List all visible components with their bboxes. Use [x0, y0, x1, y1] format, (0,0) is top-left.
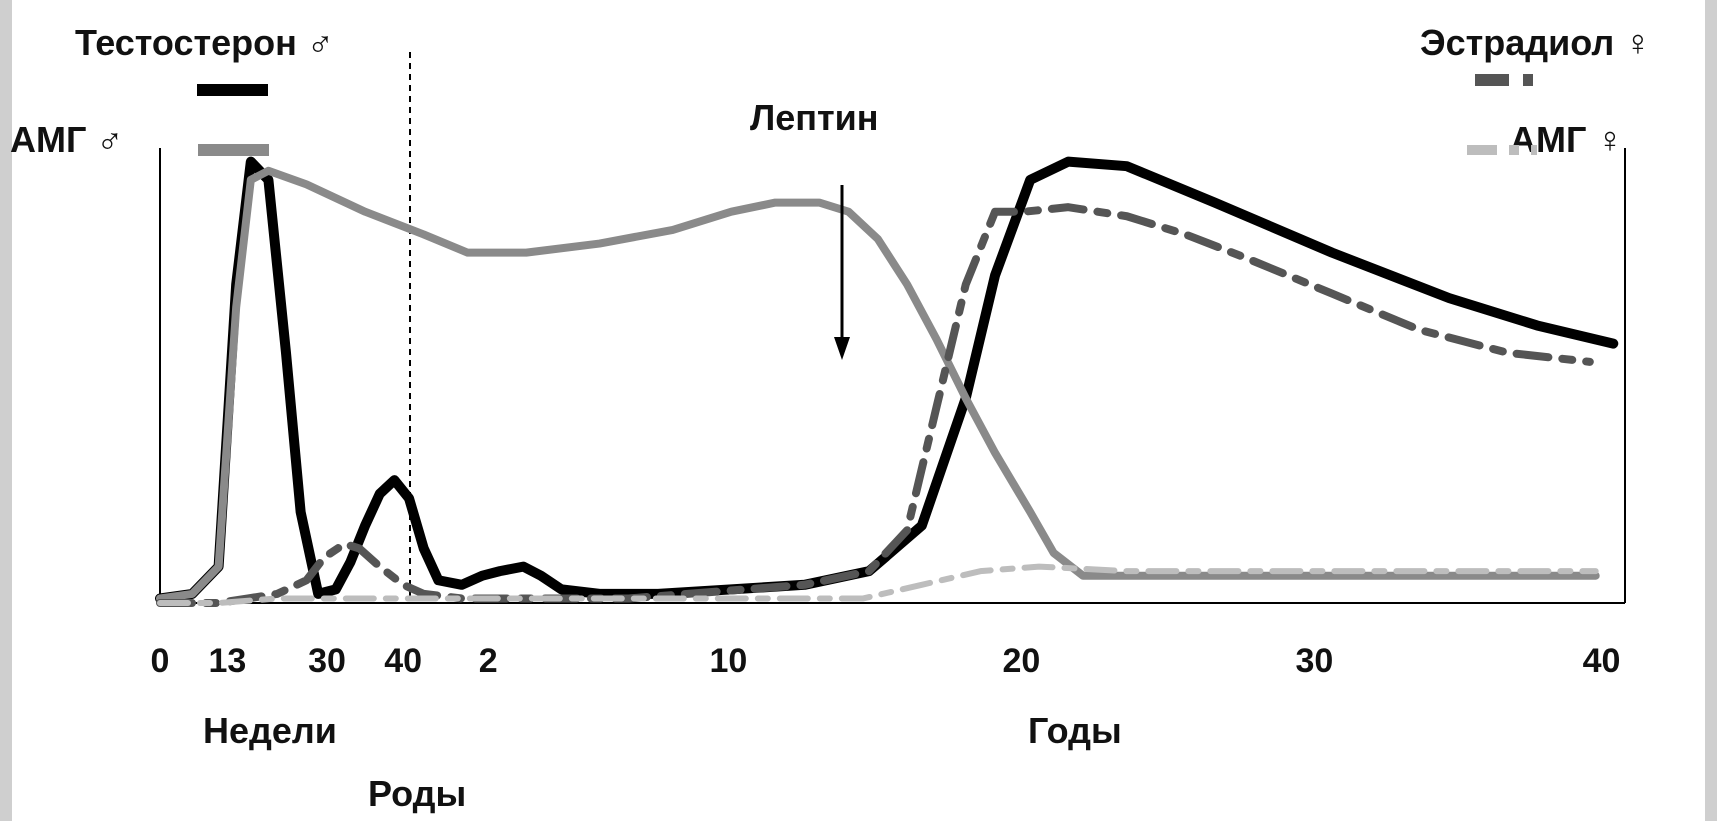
leptin-label: Лептин — [750, 97, 879, 138]
birth-label: Роды — [368, 773, 466, 814]
right-border-strip — [1705, 0, 1717, 821]
x-tick-years-2: 2 — [479, 642, 498, 680]
legend-amh-male-label: АМГ ♂ — [10, 119, 123, 160]
x-tick-years-20: 20 — [1003, 642, 1041, 680]
x-tick-years-40: 40 — [1583, 642, 1621, 680]
years-label: Годы — [1028, 710, 1122, 751]
legend-estradiol: Эстрадиол ♀ — [1420, 22, 1651, 86]
legend-amh-male: АМГ ♂ — [10, 119, 269, 160]
series-amh-female — [157, 563, 1599, 606]
series-layer — [155, 156, 1619, 607]
x-tick-weeks-0: 0 — [151, 642, 170, 680]
x-tick-years-10: 10 — [710, 642, 748, 680]
series-estradiol — [156, 203, 1594, 607]
left-border-strip — [0, 0, 12, 821]
ticks-layer: 0 13 30 40 2 10 20 30 40 — [151, 642, 1621, 680]
legend-testosterone-label: Тестостерон ♂ — [75, 22, 334, 63]
x-tick-years-30: 30 — [1296, 642, 1334, 680]
x-tick-weeks-40: 40 — [384, 642, 422, 680]
legend-testosterone: Тестостерон ♂ — [75, 22, 334, 96]
legend-amh-female: АМГ ♀ — [1467, 119, 1623, 160]
x-tick-weeks-30: 30 — [308, 642, 346, 680]
weeks-label: Недели — [203, 710, 337, 751]
legend-amh-female-label: АМГ ♀ — [1510, 119, 1623, 160]
series-testosterone — [155, 156, 1619, 604]
legend-estradiol-label: Эстрадиол ♀ — [1420, 22, 1651, 63]
leptin-arrow-head — [834, 337, 850, 360]
x-tick-weeks-13: 13 — [208, 642, 246, 680]
leptin-annotation: Лептин — [750, 97, 879, 360]
series-amh-male — [156, 166, 1600, 603]
